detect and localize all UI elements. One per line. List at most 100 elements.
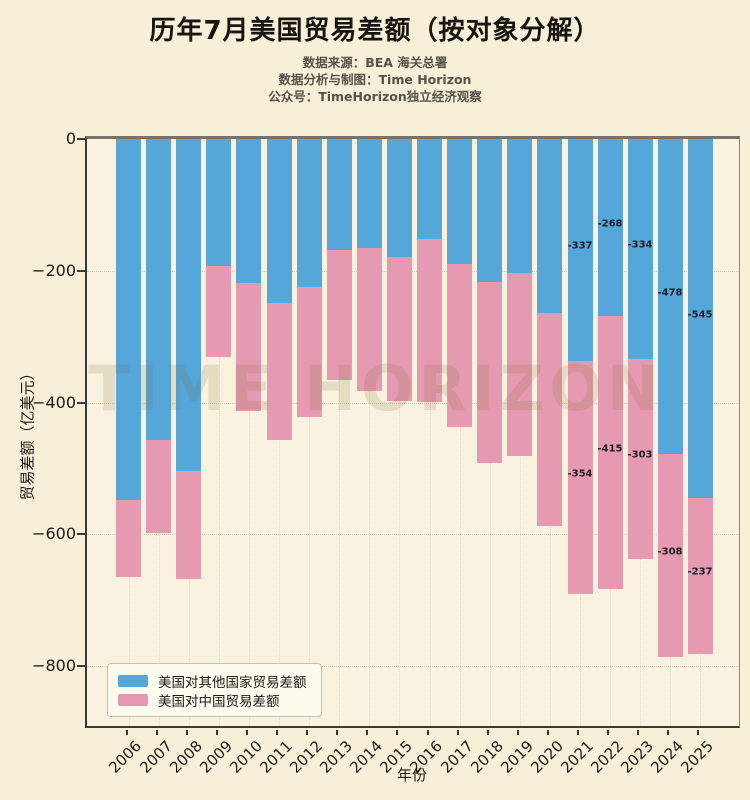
bar-segment-other-2020	[537, 139, 562, 313]
annotation-other-2023: -334	[627, 239, 653, 251]
subtitle-author: 数据分析与制图：Time Horizon	[278, 72, 472, 87]
bar-2017	[447, 139, 472, 427]
x-tick-mark-2008	[186, 730, 188, 735]
x-tick-mark-2016	[427, 730, 429, 735]
y-gridline--200	[87, 271, 739, 272]
bar-segment-other-2025	[688, 139, 713, 498]
x-tick-mark-2025	[697, 730, 699, 735]
legend-row-other: 美国对其他国家贸易差额	[118, 671, 307, 691]
bar-2019	[507, 139, 532, 456]
bar-segment-other-2024	[658, 139, 683, 454]
bar-segment-china-2016	[417, 239, 442, 402]
legend-label-other-countries: 美国对其他国家贸易差额	[158, 674, 307, 691]
bar-segment-china-2011	[267, 303, 292, 440]
bar-2014	[357, 139, 382, 391]
y-tick-mark--400	[77, 402, 85, 404]
y-axis-title: 贸易差额（亿美元）	[18, 365, 37, 501]
y-tick-label-0: 0	[65, 129, 76, 148]
x-tick-mark-2015	[396, 730, 398, 735]
bar-segment-other-2022	[598, 139, 623, 316]
x-tick-mark-2010	[246, 730, 248, 735]
y-tick-label--800: −800	[32, 656, 76, 675]
bar-2020	[537, 139, 562, 526]
x-tick-mark-2014	[366, 730, 368, 735]
x-gridline-2009	[219, 139, 220, 726]
bar-segment-other-2014	[357, 139, 382, 248]
x-tick-mark-2021	[577, 730, 579, 735]
bar-segment-other-2008	[176, 139, 201, 471]
bar-segment-other-2007	[146, 139, 171, 440]
bar-segment-china-2013	[327, 250, 352, 380]
x-gridline-2012	[309, 139, 310, 726]
bar-2013	[327, 139, 352, 380]
subtitle-data-source: 数据来源：BEA 海关总署	[302, 55, 448, 70]
bar-2007	[146, 139, 171, 533]
annotation-other-2022: -268	[597, 218, 623, 230]
x-tick-mark-2013	[336, 730, 338, 735]
x-tick-mark-2018	[487, 730, 489, 735]
x-tick-mark-2024	[667, 730, 669, 735]
bar-segment-other-2011	[267, 139, 292, 303]
bar-segment-other-2012	[297, 139, 322, 287]
legend-row-china: 美国对中国贸易差额	[118, 690, 307, 710]
bar-2016	[417, 139, 442, 402]
bar-2018	[477, 139, 502, 463]
bar-segment-other-2010	[236, 139, 261, 283]
y-gridline--400	[87, 403, 739, 404]
bar-segment-china-2017	[447, 264, 472, 427]
x-tick-mark-2019	[517, 730, 519, 735]
legend-swatch-china	[118, 693, 148, 706]
x-tick-mark-2011	[276, 730, 278, 735]
bar-segment-other-2021	[568, 139, 593, 361]
bar-2010	[236, 139, 261, 411]
legend-swatch-other-countries	[118, 674, 148, 687]
bar-segment-other-2017	[447, 139, 472, 264]
bar-2024	[658, 139, 683, 657]
bar-segment-other-2023	[628, 139, 653, 359]
y-gridline--600	[87, 534, 739, 535]
x-tick-mark-2022	[607, 730, 609, 735]
chart-title: 历年7月美国贸易差额（按对象分解）	[149, 16, 601, 46]
x-tick-mark-2020	[547, 730, 549, 735]
bar-segment-china-2018	[477, 282, 502, 463]
bar-segment-other-2019	[507, 139, 532, 273]
x-tick-mark-2017	[457, 730, 459, 735]
y-tick-mark--800	[77, 665, 85, 667]
bar-segment-other-2006	[116, 139, 141, 500]
annotation-other-2025: -545	[687, 309, 713, 321]
x-gridline-2013	[339, 139, 340, 726]
x-gridline-2014	[369, 139, 370, 726]
annotation-china-2022: -415	[597, 443, 623, 455]
y-tick-mark-0	[77, 138, 85, 140]
bar-segment-china-2009	[206, 266, 231, 357]
bar-segment-china-2012	[297, 287, 322, 417]
bar-2021	[568, 139, 593, 594]
legend-label-china: 美国对中国贸易差额	[158, 693, 280, 710]
bar-segment-china-2014	[357, 248, 382, 391]
x-tick-mark-2006	[126, 730, 128, 735]
x-axis-title: 年份	[396, 766, 427, 784]
x-gridline-2017	[460, 139, 461, 726]
x-gridline-2016	[430, 139, 431, 726]
bar-segment-china-2007	[146, 440, 171, 533]
bar-2022	[598, 139, 623, 589]
bar-2008	[176, 139, 201, 579]
annotation-other-2021: -337	[567, 240, 593, 252]
y-tick-mark--200	[77, 270, 85, 272]
annotation-china-2024: -308	[657, 546, 683, 558]
annotation-other-2024: -478	[657, 287, 683, 299]
bar-segment-china-2020	[537, 313, 562, 526]
x-tick-mark-2012	[306, 730, 308, 735]
bar-segment-other-2018	[477, 139, 502, 282]
x-tick-mark-2023	[637, 730, 639, 735]
bar-segment-china-2008	[176, 471, 201, 579]
bar-2012	[297, 139, 322, 417]
bar-segment-china-2015	[387, 257, 412, 401]
bar-2006	[116, 139, 141, 577]
bar-segment-other-2009	[206, 139, 231, 266]
bar-2025	[688, 139, 713, 654]
y-tick-mark--600	[77, 533, 85, 535]
bar-segment-china-2025	[688, 498, 713, 654]
annotation-china-2023: -303	[627, 449, 653, 461]
